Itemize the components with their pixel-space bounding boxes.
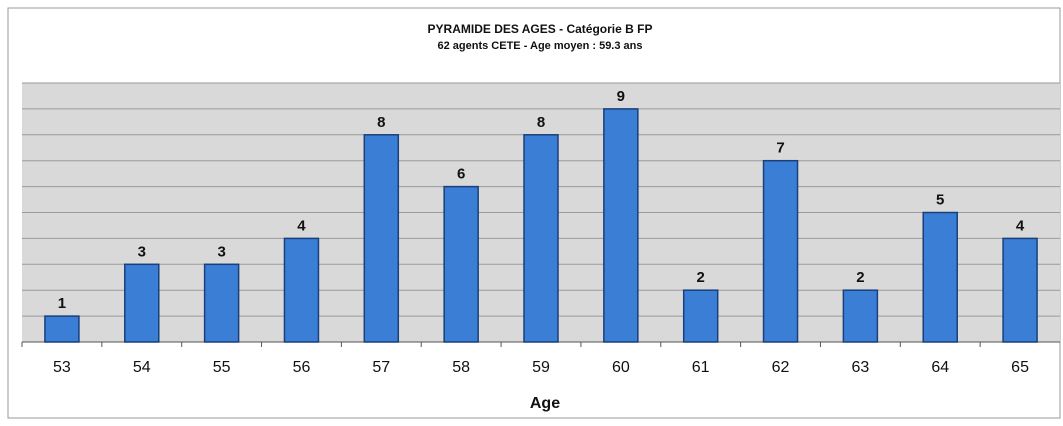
x-axis-label: Age (530, 395, 560, 412)
data-label: 8 (537, 114, 545, 131)
x-tick-label: 62 (772, 359, 790, 376)
data-label: 9 (617, 88, 625, 105)
data-label: 4 (1016, 217, 1025, 234)
chart-subtitle: 62 agents CETE - Age moyen : 59.3 ans (438, 40, 643, 52)
x-tick-label: 61 (692, 359, 710, 376)
data-label: 3 (138, 243, 146, 260)
bar (124, 263, 160, 343)
chart-title: PYRAMIDE DES AGES - Catégorie B FP (428, 22, 653, 36)
data-label: 5 (936, 191, 944, 208)
data-label: 3 (217, 243, 225, 260)
x-tick-label: 57 (372, 359, 390, 376)
x-tick-label: 58 (452, 359, 470, 376)
bar (1002, 237, 1038, 343)
bar (603, 108, 639, 343)
x-tick-label: 53 (53, 359, 71, 376)
x-tick-label: 54 (133, 359, 151, 376)
data-label: 2 (856, 269, 864, 286)
data-label: 8 (377, 114, 385, 131)
x-tick-label: 56 (293, 359, 311, 376)
data-label: 7 (776, 140, 784, 157)
bar (363, 134, 400, 343)
bar (283, 237, 320, 343)
bar (682, 289, 719, 343)
x-tick-label: 55 (213, 359, 231, 376)
data-label: 1 (58, 295, 66, 312)
bar (203, 263, 240, 343)
x-tick-label: 63 (851, 359, 869, 376)
data-label: 4 (297, 217, 306, 234)
bar (44, 315, 80, 343)
bar (762, 159, 799, 343)
bar (443, 185, 479, 343)
x-tick-label: 60 (612, 359, 630, 376)
data-label: 6 (457, 166, 465, 183)
bar (922, 211, 958, 343)
bar (842, 289, 879, 343)
data-label: 2 (697, 269, 705, 286)
x-tick-label: 64 (931, 359, 949, 376)
x-tick-label: 65 (1011, 359, 1029, 376)
bar (523, 134, 559, 343)
x-tick-label: 59 (532, 359, 550, 376)
